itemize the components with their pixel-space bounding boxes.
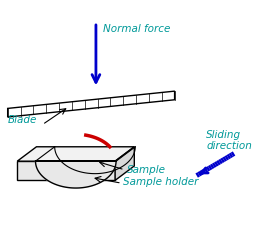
Polygon shape	[17, 147, 134, 161]
Text: Normal force: Normal force	[103, 24, 170, 34]
Text: Sample holder: Sample holder	[123, 177, 198, 187]
Polygon shape	[115, 147, 134, 180]
Text: Sample: Sample	[127, 165, 166, 175]
Text: Blade: Blade	[8, 115, 37, 125]
Polygon shape	[17, 161, 115, 180]
Polygon shape	[36, 161, 116, 188]
Polygon shape	[8, 91, 175, 117]
Text: Sliding
direction: Sliding direction	[206, 130, 252, 151]
